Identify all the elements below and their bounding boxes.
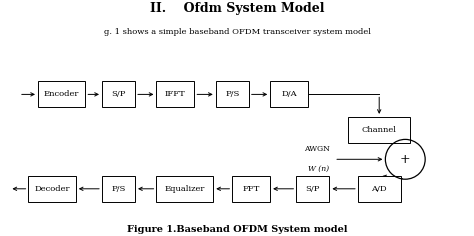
Text: P/S: P/S: [111, 185, 126, 193]
Text: P/S: P/S: [225, 90, 239, 98]
Bar: [296, 176, 329, 202]
Text: II.    Ofdm System Model: II. Ofdm System Model: [150, 2, 324, 15]
Bar: [156, 81, 194, 107]
Text: Encoder: Encoder: [44, 90, 79, 98]
Text: Decoder: Decoder: [35, 185, 70, 193]
Text: g. 1 shows a simple baseband OFDM transceiver system model: g. 1 shows a simple baseband OFDM transc…: [103, 28, 371, 36]
Text: Channel: Channel: [362, 126, 397, 134]
Text: AWGN: AWGN: [303, 145, 329, 153]
Text: A/D: A/D: [372, 185, 387, 193]
Text: FFT: FFT: [243, 185, 260, 193]
Text: S/P: S/P: [306, 185, 320, 193]
Bar: [358, 176, 401, 202]
Bar: [156, 176, 213, 202]
Text: Figure 1.Baseband OFDM System model: Figure 1.Baseband OFDM System model: [127, 225, 347, 234]
Bar: [270, 81, 308, 107]
Text: Equalizer: Equalizer: [164, 185, 205, 193]
Bar: [102, 81, 135, 107]
Text: S/P: S/P: [111, 90, 126, 98]
Bar: [28, 176, 76, 202]
Bar: [216, 81, 249, 107]
Bar: [232, 176, 270, 202]
Text: IFFT: IFFT: [165, 90, 186, 98]
Text: D/A: D/A: [282, 90, 297, 98]
Text: W (n): W (n): [308, 165, 329, 173]
Bar: [38, 81, 85, 107]
Bar: [348, 117, 410, 143]
Bar: [102, 176, 135, 202]
Text: +: +: [400, 153, 410, 166]
